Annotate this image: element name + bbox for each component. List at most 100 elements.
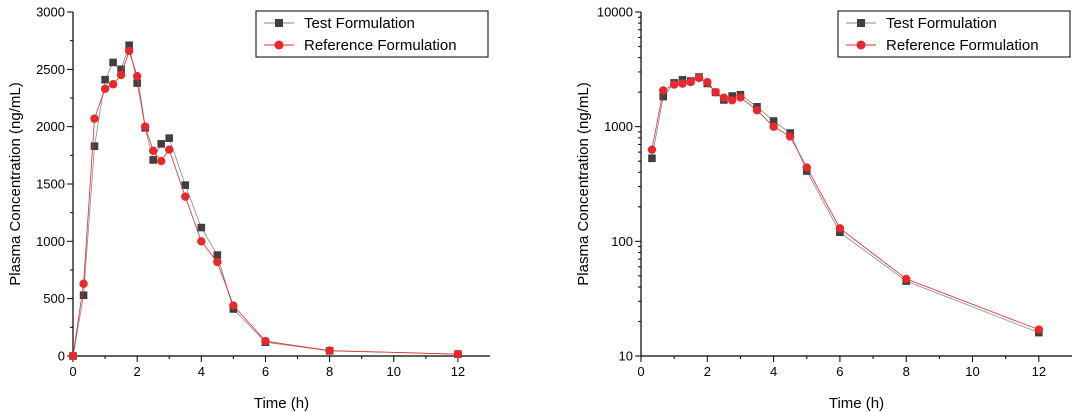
data-point — [325, 346, 334, 355]
x-tick-label: 12 — [451, 364, 465, 379]
data-point — [197, 223, 206, 232]
data-point — [686, 77, 695, 87]
data-point — [181, 192, 190, 201]
y-tick-label: 1000 — [36, 234, 65, 249]
data-point — [229, 301, 238, 310]
x-tick-label: 4 — [770, 364, 777, 379]
y-tick-label: 3000 — [36, 5, 65, 20]
legend: Test Formulation Reference Formulation — [837, 10, 1071, 58]
data-point — [769, 122, 778, 131]
data-point — [117, 65, 125, 74]
data-point — [116, 70, 126, 80]
chart-2: 0 2 4 6 8 10 12 10 100 1000 10000 Time (h) Plasma Co… — [575, 5, 1072, 412]
series-line — [72, 49, 458, 357]
series-2 — [68, 46, 463, 361]
data-point — [124, 46, 134, 56]
data-point — [148, 146, 158, 155]
data-point — [125, 41, 133, 50]
data-point — [132, 72, 142, 81]
y-tick-label: 10 — [619, 349, 633, 364]
x-tick-label: 0 — [69, 364, 76, 379]
data-point — [719, 93, 729, 102]
series-2 — [647, 73, 1044, 334]
legend-label: Test Formulation — [304, 15, 415, 32]
x-tick-label: 6 — [262, 364, 269, 379]
legend-marker — [857, 19, 865, 27]
data-point — [213, 251, 222, 259]
data-point — [108, 80, 118, 89]
data-point — [669, 80, 679, 89]
legend-box — [255, 10, 489, 58]
data-point — [1034, 325, 1044, 334]
data-point — [181, 181, 190, 189]
x-tick-label: 2 — [704, 364, 711, 379]
data-point — [90, 114, 99, 123]
x-tick-label: 10 — [387, 364, 401, 379]
data-point — [711, 87, 720, 97]
y-tick-label: 1500 — [36, 177, 65, 192]
y-tick-label: 1000 — [604, 119, 633, 134]
data-point — [694, 73, 704, 83]
data-point — [659, 92, 668, 101]
chart-1: 0 2 4 6 8 10 12 0 500 1000 1500 2000 2500 3000 Time (h… — [7, 5, 490, 412]
data-point — [157, 140, 166, 148]
data-point — [140, 122, 150, 131]
series-line — [651, 76, 1039, 333]
y-axis-title: Plasma Concentration (ng/mL) — [7, 82, 24, 285]
x-tick-label: 10 — [965, 364, 979, 379]
data-point — [68, 351, 78, 361]
y-tick-label: 2500 — [36, 62, 65, 77]
data-point — [165, 134, 174, 142]
y-tick-label: 2000 — [36, 119, 65, 134]
data-point — [157, 156, 166, 166]
legend-label: Reference Formulation — [304, 37, 457, 54]
legend-marker — [274, 40, 284, 50]
data-point — [648, 154, 656, 163]
data-point — [453, 349, 463, 359]
data-point — [149, 156, 157, 164]
y-axis-title: Plasma Concentration (ng/mL) — [575, 82, 592, 285]
y-tick-label: 10000 — [597, 5, 633, 20]
data-point — [703, 78, 712, 87]
data-point — [90, 142, 99, 150]
x-tick-label: 0 — [637, 364, 644, 379]
y-tick-label: 100 — [611, 234, 633, 249]
data-point — [213, 257, 222, 267]
series-1 — [648, 73, 1043, 337]
data-point — [100, 84, 110, 94]
data-point — [197, 237, 206, 246]
data-point — [659, 86, 668, 95]
legend-marker — [275, 19, 283, 27]
series-line — [651, 77, 1039, 330]
x-tick-label: 8 — [903, 364, 910, 379]
x-tick-label: 8 — [326, 364, 333, 379]
series-1 — [69, 41, 462, 360]
x-tick-label: 4 — [198, 364, 205, 379]
data-point — [678, 79, 687, 88]
data-point — [902, 274, 911, 284]
data-point — [109, 58, 117, 67]
x-tick-label: 12 — [1032, 364, 1046, 379]
data-point — [79, 279, 88, 288]
data-point — [133, 79, 141, 87]
data-point — [802, 163, 811, 172]
x-axis-title: Time (h) — [829, 395, 884, 412]
legend-label: Test Formulation — [886, 15, 997, 32]
legend-marker — [856, 40, 866, 50]
y-tick-label: 500 — [43, 291, 65, 306]
data-point — [647, 145, 657, 154]
data-point — [752, 106, 762, 115]
x-tick-label: 2 — [134, 364, 141, 379]
data-point — [101, 75, 109, 84]
legend-label: Reference Formulation — [886, 37, 1039, 54]
data-point — [736, 93, 745, 102]
x-tick-label: 6 — [836, 364, 843, 379]
series-line — [72, 43, 458, 357]
data-point — [727, 96, 737, 105]
y-tick-label: 0 — [58, 349, 65, 364]
data-point — [728, 92, 736, 100]
data-point — [785, 132, 795, 141]
data-point — [79, 291, 88, 300]
data-point — [261, 336, 270, 346]
